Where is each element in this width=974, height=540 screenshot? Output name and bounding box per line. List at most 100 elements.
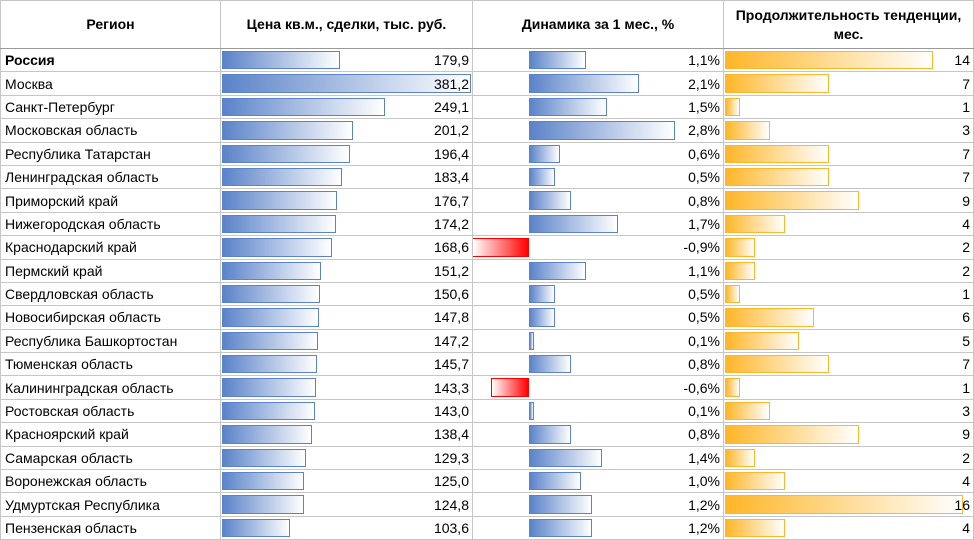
price-value: 381,2 [433, 75, 469, 92]
duration-value: 9 [962, 426, 970, 443]
dynamics-cell: 1,7% [472, 211, 724, 237]
region-cell: Приморский край [0, 188, 221, 213]
price-value: 145,7 [433, 356, 469, 373]
dynamics-cell: 0,8% [472, 188, 724, 213]
dynamics-value: 0,5% [688, 286, 720, 303]
price-cell: 151,2 [220, 258, 473, 283]
duration-value: 3 [962, 122, 970, 139]
dynamics-bar [529, 191, 571, 210]
duration-cell: 1 [723, 94, 974, 120]
dynamics-cell: 1,1% [472, 258, 724, 283]
duration-bar [725, 144, 829, 163]
price-value: 183,4 [433, 169, 469, 186]
duration-value: 2 [962, 239, 970, 256]
table-row: Россия 179,9 1,1% 14 [0, 47, 974, 73]
dynamics-bar [529, 214, 618, 234]
duration-cell: 4 [723, 469, 974, 494]
table-row: Москва 381,2 2,1% 7 [0, 71, 974, 96]
dynamics-value: -0,9% [683, 239, 720, 256]
duration-cell: 1 [723, 281, 974, 307]
duration-cell: 7 [723, 164, 974, 190]
duration-cell: 14 [723, 47, 974, 73]
duration-bar [725, 284, 740, 304]
region-cell: Воронежская область [0, 469, 221, 494]
dynamics-bar [529, 472, 581, 491]
duration-bar [725, 472, 785, 491]
price-bar [222, 74, 471, 93]
price-cell: 103,6 [220, 515, 473, 540]
table-row: Воронежская область 125,0 1,0% 4 [0, 469, 974, 494]
price-value: 143,3 [433, 379, 469, 396]
dynamics-cell: 0,5% [472, 281, 724, 307]
duration-value: 16 [954, 496, 970, 513]
dynamics-cell: 2,1% [472, 71, 724, 96]
dynamics-value: 1,1% [688, 262, 720, 279]
header-row: Регион Цена кв.м., сделки, тыс. руб. Дин… [0, 0, 974, 49]
price-cell: 183,4 [220, 164, 473, 190]
price-bar [222, 284, 320, 304]
duration-cell: 4 [723, 515, 974, 540]
dynamics-value: 1,5% [688, 98, 720, 115]
price-bar [222, 518, 290, 538]
region-cell: Санкт-Петербург [0, 94, 221, 120]
duration-bar [725, 167, 829, 187]
region-cell: Самарская область [0, 445, 221, 471]
price-bar [222, 121, 353, 140]
dynamics-value: 0,1% [688, 332, 720, 349]
duration-value: 3 [962, 403, 970, 420]
region-cell: Пензенская область [0, 515, 221, 540]
dynamics-cell: 1,4% [472, 445, 724, 471]
table-body: Россия 179,9 1,1% 14 Москва 381,2 2,1% 7 Санкт-П… [0, 47, 974, 540]
price-bar [222, 308, 319, 327]
table-row: Калининградская область 143,3 -0,6% 1 [0, 375, 974, 400]
dynamics-bar [529, 97, 607, 117]
region-cell: Ленинградская область [0, 164, 221, 190]
price-value: 151,2 [433, 262, 469, 279]
price-cell: 143,3 [220, 375, 473, 400]
dynamics-cell: 1,2% [472, 492, 724, 517]
duration-cell: 2 [723, 258, 974, 283]
duration-value: 9 [962, 192, 970, 209]
duration-cell: 2 [723, 445, 974, 471]
table-row: Красноярский край 138,4 0,8% 9 [0, 422, 974, 447]
region-cell: Пермский край [0, 258, 221, 283]
region-cell: Краснодарский край [0, 235, 221, 260]
table-row: Республика Башкортостан 147,2 0,1% 5 [0, 328, 974, 354]
duration-value: 7 [962, 356, 970, 373]
dynamics-cell: 1,2% [472, 515, 724, 540]
duration-value: 4 [962, 520, 970, 536]
table-row: Самарская область 129,3 1,4% 2 [0, 445, 974, 471]
table-row: Свердловская область 150,6 0,5% 1 [0, 281, 974, 307]
price-bar [222, 261, 321, 280]
table-row: Тюменская область 145,7 0,8% 7 [0, 352, 974, 377]
region-cell: Новосибирская область [0, 305, 221, 330]
region-cell: Россия [0, 47, 221, 73]
table-row: Краснодарский край 168,6 -0,9% 2 [0, 235, 974, 260]
dynamics-bar [529, 495, 592, 514]
region-cell: Ростовская область [0, 398, 221, 424]
duration-value: 14 [954, 52, 970, 69]
table-row: Пермский край 151,2 1,1% 2 [0, 258, 974, 283]
table-row: Пензенская область 103,6 1,2% 4 [0, 515, 974, 540]
duration-value: 4 [962, 215, 970, 232]
dynamics-cell: 1,0% [472, 469, 724, 494]
dynamics-bar [529, 355, 571, 374]
price-bar [222, 355, 317, 374]
price-cell: 145,7 [220, 352, 473, 377]
price-bar [222, 331, 318, 351]
dynamics-bar [529, 74, 639, 93]
dynamics-bar [529, 121, 675, 140]
dynamics-bar [529, 518, 592, 538]
duration-cell: 5 [723, 328, 974, 354]
dynamics-value: 1,2% [688, 496, 720, 513]
price-cell: 129,3 [220, 445, 473, 471]
dynamics-bar [529, 144, 560, 163]
duration-value: 4 [962, 473, 970, 490]
price-cell: 249,1 [220, 94, 473, 120]
price-bar [222, 144, 350, 163]
dynamics-cell: 1,5% [472, 94, 724, 120]
table-row: Новосибирская область 147,8 0,5% 6 [0, 305, 974, 330]
duration-bar [725, 97, 740, 117]
price-value: 125,0 [433, 473, 469, 490]
price-bar [222, 191, 337, 210]
